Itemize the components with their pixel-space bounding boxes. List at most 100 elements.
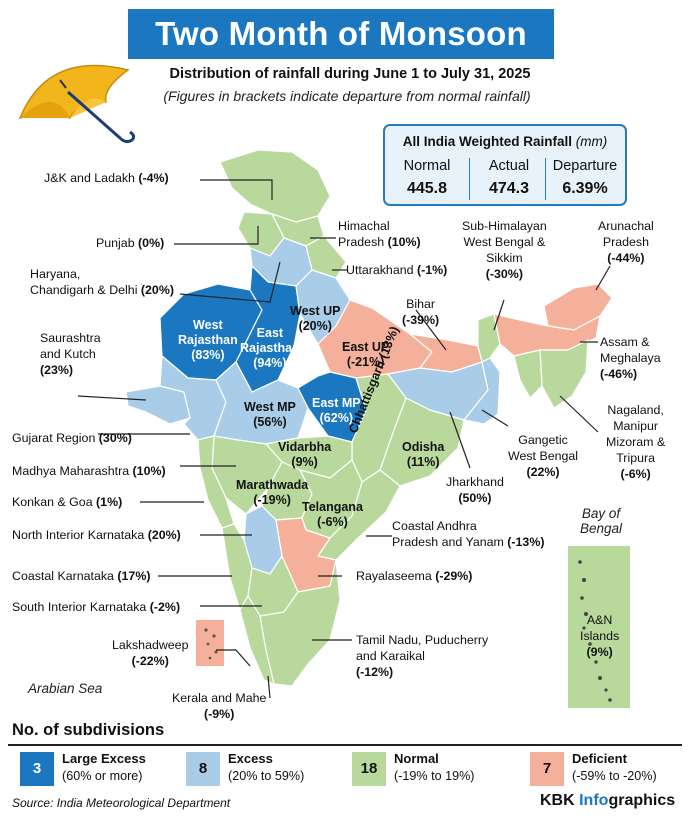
- region-jk-ladakh: [219, 149, 331, 223]
- map-label-odisha-value: (11%): [406, 455, 440, 469]
- label-punjab-value: (0%): [138, 236, 165, 250]
- brand-logo: KBK Infographics: [540, 792, 675, 810]
- label-shwb-name2: West Bengal &: [463, 235, 546, 249]
- legend-large-excess-label: Large Excess: [62, 751, 146, 766]
- label-sik-value: (-2%): [149, 600, 181, 614]
- label-an-value: (9%): [586, 645, 613, 659]
- label-nmmt-name1: Nagaland,: [607, 403, 664, 417]
- actual-value: 474.3: [488, 180, 530, 197]
- legend-deficient-range: (-59% to -20%): [572, 769, 657, 783]
- label-punjab: Punjab (0%): [96, 235, 164, 251]
- normal-label: Normal: [403, 158, 451, 174]
- label-rayalaseema-value: (-29%): [435, 569, 473, 583]
- rainfall-summary-box: All India Weighted Rainfall (mm) Normal …: [383, 124, 627, 206]
- label-sik-name: South Interior Karnataka: [12, 600, 147, 614]
- label-arunachal-name1: Arunachal: [598, 219, 654, 233]
- label-shwb-name1: Sub-Himalayan: [462, 219, 547, 233]
- label-jk-value: (-4%): [138, 171, 169, 185]
- legend-normal-range: (-19% to 19%): [394, 769, 475, 783]
- source-note: Source: India Meteorological Department: [12, 796, 231, 810]
- label-jk-name: J&K and Ladakh: [44, 171, 135, 185]
- region-nmmt-south: [513, 349, 543, 399]
- label-rayalaseema-name: Rayalaseema: [356, 569, 432, 583]
- label-haryana-name1: Haryana,: [30, 267, 81, 281]
- label-haryana: Haryana, Chandigarh & Delhi (20%): [30, 266, 174, 298]
- label-lakshadweep: Lakshadweep (-22%): [112, 637, 188, 669]
- label-himachal: Himachal Pradesh (10%): [338, 218, 421, 250]
- map-label-west-mp-value: (56%): [253, 415, 287, 429]
- label-assam-name2: Meghalaya: [600, 351, 661, 365]
- legend-deficient-label: Deficient: [572, 751, 627, 766]
- label-arunachal: Arunachal Pradesh (-44%): [598, 218, 654, 266]
- label-coastal-ap-name2: Pradesh and Yanam: [392, 535, 504, 549]
- map-label-vidarbha-value: (9%): [291, 455, 318, 469]
- map-label-vidarbha: Vidarbha (9%): [278, 440, 331, 470]
- actual-label: Actual: [488, 158, 530, 174]
- label-bihar: Bihar (-39%): [402, 296, 439, 328]
- legend-excess-label: Excess: [228, 751, 273, 766]
- sea-bay-of-bengal: Bay of Bengal: [580, 506, 622, 536]
- label-tn-value: (-12%): [356, 665, 394, 679]
- region-coastal-ap: [317, 469, 401, 561]
- label-jharkhand: Jharkhand (50%): [446, 474, 504, 506]
- label-konkan: Konkan & Goa (1%): [12, 494, 122, 510]
- label-himachal-value: (10%): [387, 235, 421, 249]
- brand-part3: graphics: [608, 792, 676, 809]
- legend-title: No. of subdivisions: [12, 721, 165, 739]
- label-coastal-karnataka: Coastal Karnataka (17%): [12, 568, 150, 584]
- summary-heading-text: All India Weighted Rainfall: [402, 134, 572, 149]
- label-assam: Assam & Meghalaya (-46%): [600, 334, 661, 382]
- label-coastal-k-name: Coastal Karnataka: [12, 569, 114, 583]
- label-saurashtra: Saurashtra and Kutch (23%): [40, 330, 101, 378]
- label-bihar-name: Bihar: [406, 297, 436, 311]
- label-coastal-ap: Coastal Andhra Pradesh and Yanam (-13%): [392, 518, 544, 550]
- legend-normal: Normal (-19% to 19%): [394, 750, 475, 785]
- map-label-east-mp-name: East MP: [312, 396, 361, 410]
- label-madhya-maha-name: Madhya Maharashtra: [12, 464, 130, 478]
- label-gangetic-name1: Gangetic: [518, 433, 568, 447]
- brand-part1: KBK: [540, 792, 580, 809]
- label-arunachal-value: (-44%): [607, 251, 645, 265]
- divider: [545, 158, 546, 200]
- map-label-west-up: West UP (20%): [290, 304, 340, 334]
- label-an-name2: Islands: [580, 629, 620, 643]
- region-odisha: [379, 397, 465, 487]
- map-label-east-mp-value: (62%): [319, 411, 353, 425]
- label-arunachal-name2: Pradesh: [602, 235, 649, 249]
- map-label-west-up-value: (20%): [298, 319, 332, 333]
- sea-bay-line1: Bay of: [581, 506, 621, 521]
- label-gujarat-name: Gujarat Region: [12, 431, 96, 445]
- region-tamil-nadu: [259, 559, 341, 687]
- label-rayalaseema: Rayalaseema (-29%): [356, 568, 472, 584]
- page-title: Two Month of Monsoon: [128, 9, 554, 59]
- map-label-west-rajasthan: West Rajasthan (83%): [178, 318, 238, 363]
- map-label-telangana-name: Telangana: [302, 500, 363, 514]
- lakshadweep-islands: [204, 628, 218, 660]
- label-nmmt-value: (-6%): [620, 467, 651, 481]
- label-konkan-name: Konkan & Goa: [12, 495, 93, 509]
- label-gangetic: Gangetic West Bengal (22%): [508, 432, 578, 480]
- departure-value: 6.39%: [562, 180, 608, 197]
- legend-count-large-excess: 3: [20, 752, 54, 786]
- normal-column: Normal 445.8: [387, 158, 467, 198]
- label-coastal-ap-value: (-13%): [507, 535, 545, 549]
- label-tn-name1: Tamil Nadu, Puducherry: [356, 633, 489, 647]
- label-jharkhand-value: (50%): [458, 491, 492, 505]
- label-jharkhand-name: Jharkhand: [446, 475, 504, 489]
- andaman-islands: [578, 560, 612, 702]
- label-uttarakhand-value: (-1%): [416, 263, 448, 277]
- label-haryana-value: (20%): [140, 283, 174, 297]
- label-himachal-name1: Himachal: [338, 219, 390, 233]
- label-himachal-name2: Pradesh: [338, 235, 385, 249]
- subtitle: Distribution of rainfall during June 1 t…: [169, 66, 531, 82]
- label-kerala: Kerala and Mahe (-9%): [172, 690, 266, 722]
- map-label-telangana-value: (-6%): [317, 515, 348, 529]
- map-label-west-raj-value: (83%): [191, 348, 225, 362]
- legend-excess-range: (20% to 59%): [228, 769, 305, 783]
- map-label-east-raj-name2: Rajasthan: [240, 341, 300, 355]
- label-saurashtra-name2: and Kutch: [40, 347, 96, 361]
- region-assam-meghalaya: [493, 313, 601, 357]
- actual-column: Actual 474.3: [469, 158, 549, 198]
- label-nik: North Interior Karnataka (20%): [12, 527, 181, 543]
- map-label-odisha-name: Odisha: [402, 440, 445, 454]
